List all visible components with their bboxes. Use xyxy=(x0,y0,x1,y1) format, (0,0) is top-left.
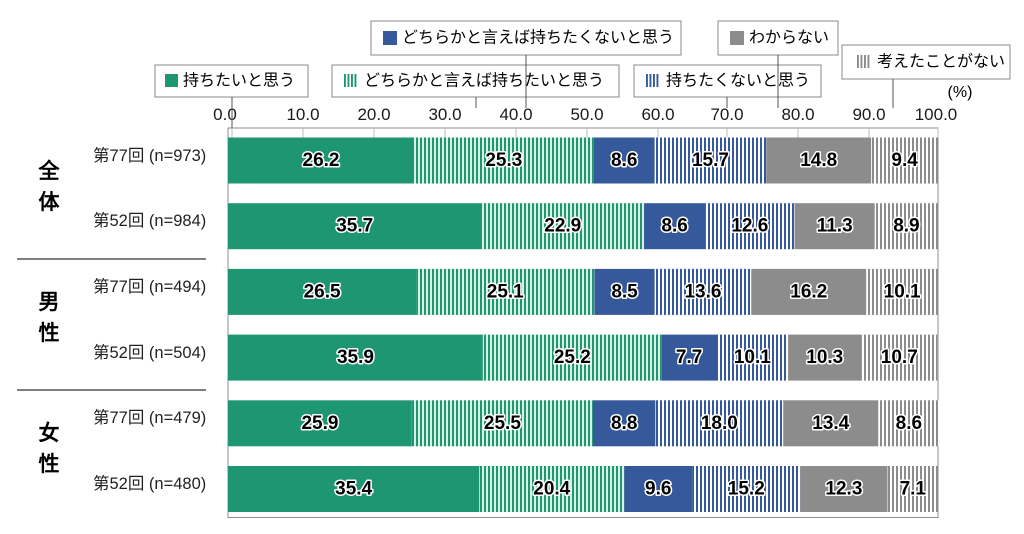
svg-text:20.4: 20.4 xyxy=(533,479,570,500)
svg-text:持ちたいと思う: 持ちたいと思う xyxy=(183,72,295,90)
svg-text:どちらかと言えば持ちたくないと思う: どちらかと言えば持ちたくないと思う xyxy=(402,29,674,47)
svg-text:10.1: 10.1 xyxy=(734,347,771,368)
svg-text:22.9: 22.9 xyxy=(544,216,581,237)
svg-text:男: 男 xyxy=(39,291,60,314)
svg-text:第77回 (n=494): 第77回 (n=494) xyxy=(93,277,206,296)
svg-text:12.3: 12.3 xyxy=(825,479,862,500)
svg-text:15.7: 15.7 xyxy=(692,150,729,171)
svg-text:女: 女 xyxy=(39,421,60,445)
svg-text:全: 全 xyxy=(38,159,61,183)
svg-text:7.1: 7.1 xyxy=(900,479,927,500)
svg-text:第77回 (n=479): 第77回 (n=479) xyxy=(93,408,206,427)
svg-text:10.1: 10.1 xyxy=(884,281,921,302)
svg-text:8.6: 8.6 xyxy=(661,216,687,237)
svg-text:11.3: 11.3 xyxy=(817,216,853,237)
svg-text:90.0: 90.0 xyxy=(852,105,885,124)
svg-text:0.0: 0.0 xyxy=(213,105,237,124)
svg-text:8.6: 8.6 xyxy=(611,150,637,171)
svg-text:第77回 (n=973): 第77回 (n=973) xyxy=(93,146,206,165)
svg-text:25.5: 25.5 xyxy=(484,413,521,434)
svg-text:25.3: 25.3 xyxy=(485,150,522,171)
svg-text:25.1: 25.1 xyxy=(487,281,524,302)
svg-text:13.6: 13.6 xyxy=(684,281,721,302)
svg-text:12.6: 12.6 xyxy=(731,216,768,237)
svg-text:14.8: 14.8 xyxy=(800,150,837,171)
svg-text:35.9: 35.9 xyxy=(337,347,374,368)
svg-text:第52回 (n=480): 第52回 (n=480) xyxy=(93,474,206,493)
svg-text:10.3: 10.3 xyxy=(806,347,843,368)
svg-text:考えたことがない: 考えたことがない xyxy=(877,53,1005,71)
svg-text:35.4: 35.4 xyxy=(335,479,372,500)
svg-text:8.5: 8.5 xyxy=(611,281,638,302)
svg-text:25.2: 25.2 xyxy=(554,347,591,368)
svg-text:持ちたくないと思う: 持ちたくないと思う xyxy=(666,72,810,90)
svg-text:35.7: 35.7 xyxy=(336,216,373,237)
svg-text:100.0: 100.0 xyxy=(915,105,958,124)
svg-text:第52回 (n=984): 第52回 (n=984) xyxy=(93,211,206,230)
svg-text:10.7: 10.7 xyxy=(881,347,918,368)
svg-text:26.5: 26.5 xyxy=(304,281,341,302)
svg-text:50.0: 50.0 xyxy=(570,105,603,124)
svg-text:体: 体 xyxy=(39,191,61,214)
svg-text:8.6: 8.6 xyxy=(896,413,922,434)
svg-text:18.0: 18.0 xyxy=(701,413,738,434)
svg-text:26.2: 26.2 xyxy=(303,150,340,171)
svg-text:9.4: 9.4 xyxy=(891,150,918,171)
svg-text:性: 性 xyxy=(39,321,60,345)
svg-text:どちらかと言えば持ちたいと思う: どちらかと言えば持ちたいと思う xyxy=(364,72,604,90)
svg-text:20.0: 20.0 xyxy=(357,105,390,124)
svg-text:(%): (%) xyxy=(948,84,973,101)
svg-text:わからない: わからない xyxy=(749,29,829,47)
svg-text:80.0: 80.0 xyxy=(781,105,814,124)
svg-text:性: 性 xyxy=(39,452,60,476)
svg-text:40.0: 40.0 xyxy=(499,105,532,124)
svg-text:16.2: 16.2 xyxy=(790,281,827,302)
svg-text:25.9: 25.9 xyxy=(301,413,338,434)
svg-text:70.0: 70.0 xyxy=(710,105,743,124)
svg-text:30.0: 30.0 xyxy=(428,105,461,124)
svg-text:60.0: 60.0 xyxy=(641,105,674,124)
svg-text:8.8: 8.8 xyxy=(611,413,637,434)
svg-text:8.9: 8.9 xyxy=(893,216,919,237)
svg-text:9.6: 9.6 xyxy=(645,479,671,500)
svg-text:15.2: 15.2 xyxy=(728,479,765,500)
svg-text:7.7: 7.7 xyxy=(676,347,702,368)
svg-text:第52回 (n=504): 第52回 (n=504) xyxy=(93,343,206,362)
svg-text:13.4: 13.4 xyxy=(812,413,849,434)
svg-text:10.0: 10.0 xyxy=(286,105,319,124)
